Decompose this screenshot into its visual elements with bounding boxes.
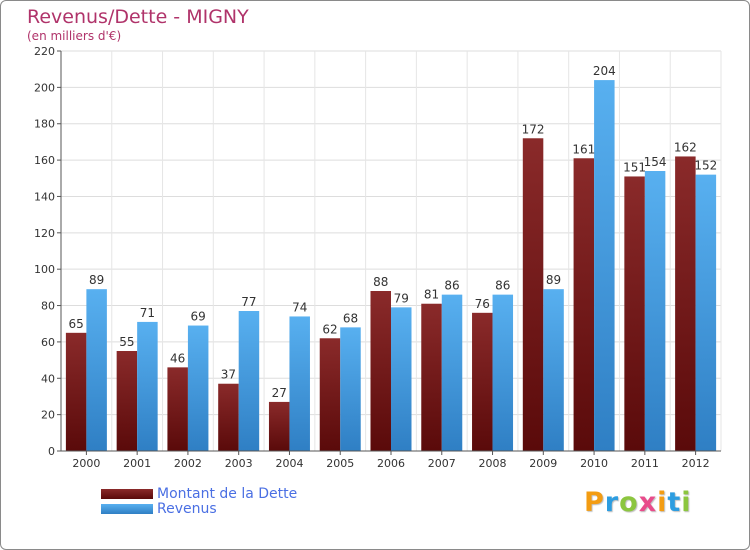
bar-revenus: [644, 171, 666, 451]
bar-revenus: [543, 289, 564, 451]
x-tick-label: 2001: [123, 457, 151, 470]
x-tick-label: 2006: [377, 457, 405, 470]
bar-revenus: [594, 80, 615, 451]
bar-dette: [573, 158, 595, 452]
y-tick-label: 80: [41, 300, 55, 313]
chart-subtitle: (en milliers d'€): [27, 29, 122, 43]
value-label-revenus: 68: [343, 311, 358, 325]
bar-dette: [218, 383, 239, 451]
value-label-revenus: 69: [191, 310, 206, 324]
y-tick-label: 20: [41, 409, 55, 422]
bar-dette: [268, 401, 290, 451]
x-tick-label: 2000: [72, 457, 100, 470]
x-tick-label: 2010: [580, 457, 608, 470]
chart-title: Revenus/Dette - MIGNY: [27, 6, 249, 28]
bar-revenus: [238, 311, 260, 451]
bar-revenus: [391, 307, 412, 451]
y-tick-label: 60: [41, 336, 55, 349]
legend-item-revenus: Revenus: [101, 500, 297, 517]
logo-letter: t: [667, 487, 682, 518]
x-tick-label: 2007: [428, 457, 456, 470]
value-label-dette: 46: [170, 351, 185, 365]
value-label-dette: 161: [572, 142, 595, 156]
legend-item-dette: Montant de la Dette: [101, 485, 298, 502]
x-tick-label: 2005: [326, 457, 354, 470]
bar-dette: [65, 332, 87, 451]
y-tick-label: 120: [34, 227, 55, 240]
value-label-dette: 76: [475, 297, 490, 311]
logo-letter: P: [584, 487, 605, 518]
legend-swatch-revenus: [101, 503, 153, 514]
x-tick-label: 2009: [529, 457, 557, 470]
y-tick-label: 0: [48, 445, 55, 458]
value-label-revenus: 79: [394, 291, 409, 305]
bar-revenus: [86, 289, 107, 451]
value-label-revenus: 152: [694, 159, 717, 173]
bar-dette: [624, 176, 645, 452]
bar-revenus: [137, 321, 158, 451]
legend-label-dette: Montant de la Dette: [157, 485, 298, 502]
y-tick-label: 160: [34, 154, 55, 167]
legend-swatch-dette: [101, 488, 153, 499]
value-label-revenus: 77: [241, 295, 256, 309]
bar-dette: [421, 303, 442, 451]
value-label-dette: 81: [424, 288, 439, 302]
y-tick-label: 200: [34, 81, 55, 94]
bar-revenus: [187, 325, 209, 451]
bar-dette: [116, 351, 138, 451]
value-label-dette: 27: [272, 386, 287, 400]
x-tick-label: 2011: [631, 457, 659, 470]
bar-dette: [370, 291, 391, 451]
x-tick-label: 2012: [682, 457, 710, 470]
y-tick-label: 40: [41, 372, 55, 385]
value-label-dette: 62: [322, 322, 337, 336]
logo-letter: x: [638, 487, 658, 518]
value-label-dette: 65: [68, 317, 83, 331]
bar-revenus: [340, 327, 361, 451]
y-tick-label: 180: [34, 118, 55, 131]
x-tick-label: 2004: [275, 457, 303, 470]
x-tick-label: 2008: [479, 457, 507, 470]
bar-dette: [472, 312, 493, 451]
bar-dette: [167, 367, 188, 451]
bar-revenus: [492, 294, 514, 451]
logo-letter: o: [619, 487, 639, 518]
logo-letter: i: [681, 487, 692, 518]
bar-dette: [675, 156, 696, 452]
value-label-revenus: 154: [644, 155, 667, 169]
value-label-dette: 37: [221, 368, 236, 382]
value-label-revenus: 71: [140, 306, 155, 320]
legend-label-revenus: Revenus: [157, 500, 217, 517]
value-label-dette: 151: [623, 160, 646, 174]
value-label-dette: 88: [373, 275, 388, 289]
y-tick-label: 220: [34, 45, 55, 58]
y-tick-label: 100: [34, 263, 55, 276]
proxiti-logo: Proxiti: [584, 487, 692, 518]
value-label-dette: 55: [119, 335, 134, 349]
bar-dette: [319, 338, 341, 451]
value-label-revenus: 86: [495, 279, 510, 293]
value-label-revenus: 74: [292, 300, 307, 314]
value-label-revenus: 89: [89, 273, 104, 287]
logo-letter: i: [657, 487, 668, 518]
logo-letter: r: [604, 487, 620, 518]
value-label-dette: 162: [674, 140, 697, 154]
value-label-revenus: 204: [593, 64, 616, 78]
x-tick-label: 2002: [174, 457, 202, 470]
x-tick-label: 2003: [225, 457, 253, 470]
bar-revenus: [441, 294, 463, 451]
value-label-revenus: 89: [546, 273, 561, 287]
y-tick-label: 140: [34, 190, 55, 203]
value-label-revenus: 86: [444, 279, 459, 293]
bar-revenus: [695, 174, 717, 452]
bar-dette: [522, 138, 544, 452]
value-label-dette: 172: [522, 122, 545, 136]
chart-legend: Montant de la Dette Revenus: [101, 485, 298, 517]
bar-revenus: [289, 316, 310, 451]
